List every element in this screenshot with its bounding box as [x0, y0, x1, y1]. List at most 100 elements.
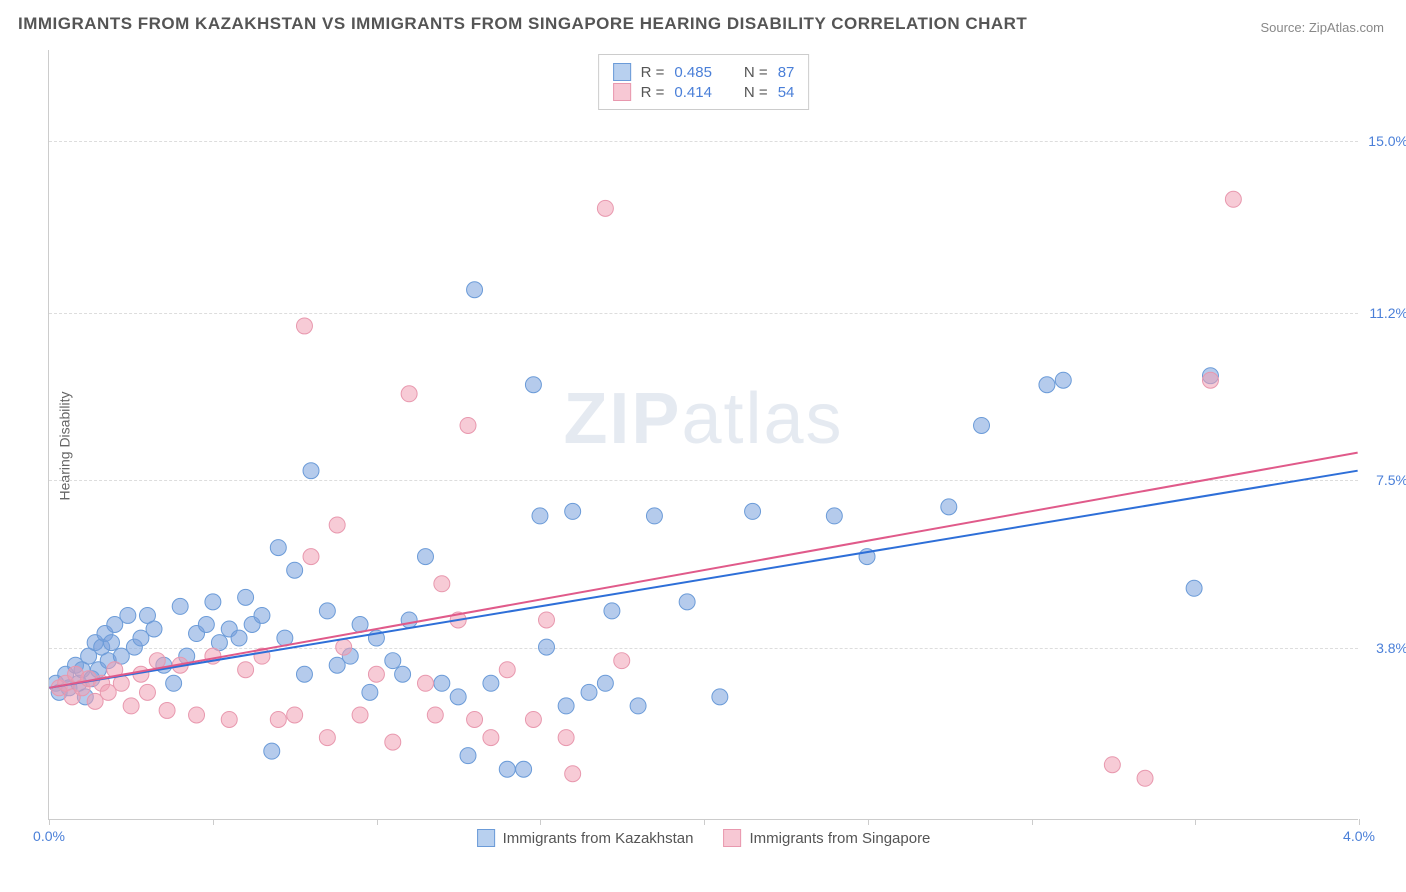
- legend-stats-row-1: R = 0.485 N = 87: [613, 63, 795, 81]
- scatter-point: [417, 675, 433, 691]
- scatter-point: [450, 689, 466, 705]
- legend-bottom-swatch-2: [724, 829, 742, 847]
- scatter-point: [395, 666, 411, 682]
- scatter-point: [1225, 191, 1241, 207]
- scatter-point: [166, 675, 182, 691]
- scatter-point: [189, 707, 205, 723]
- scatter-point: [483, 675, 499, 691]
- scatter-point: [516, 761, 532, 777]
- xtick: [868, 819, 869, 825]
- trend-line: [49, 453, 1357, 688]
- scatter-point: [159, 702, 175, 718]
- scatter-point: [525, 377, 541, 393]
- legend-stats-row-2: R = 0.414 N = 54: [613, 83, 795, 101]
- r-value-1: 0.485: [674, 64, 712, 81]
- scatter-point: [745, 503, 761, 519]
- scatter-point: [941, 499, 957, 515]
- legend-swatch-2: [613, 83, 631, 101]
- scatter-point: [630, 698, 646, 714]
- scatter-point: [319, 603, 335, 619]
- scatter-point: [565, 766, 581, 782]
- scatter-point: [287, 707, 303, 723]
- scatter-point: [558, 730, 574, 746]
- plot-area: ZIPatlas R = 0.485 N = 87 R = 0.414 N = …: [48, 50, 1358, 820]
- scatter-point: [467, 711, 483, 727]
- xtick: [1359, 819, 1360, 825]
- scatter-point: [238, 662, 254, 678]
- scatter-point: [1055, 372, 1071, 388]
- ytick-label: 11.2%: [1358, 305, 1406, 321]
- scatter-point: [1039, 377, 1055, 393]
- trend-line: [49, 471, 1357, 688]
- scatter-point: [558, 698, 574, 714]
- scatter-point: [149, 653, 165, 669]
- scatter-point: [254, 607, 270, 623]
- r-label-2: R =: [641, 84, 665, 101]
- legend-swatch-1: [613, 63, 631, 81]
- scatter-point: [712, 689, 728, 705]
- chart-title: IMMIGRANTS FROM KAZAKHSTAN VS IMMIGRANTS…: [18, 14, 1027, 34]
- xtick: [377, 819, 378, 825]
- ytick-label: 3.8%: [1358, 640, 1406, 656]
- scatter-point: [123, 698, 139, 714]
- xtick: [49, 819, 50, 825]
- xtick-label-right: 4.0%: [1343, 828, 1375, 844]
- scatter-point: [198, 616, 214, 632]
- scatter-point: [597, 200, 613, 216]
- xtick: [1195, 819, 1196, 825]
- legend-item-2: Immigrants from Singapore: [724, 829, 931, 847]
- plot-svg: [49, 50, 1358, 819]
- scatter-point: [385, 734, 401, 750]
- r-value-2: 0.414: [674, 84, 712, 101]
- legend-label-2: Immigrants from Singapore: [750, 830, 931, 847]
- scatter-point: [303, 549, 319, 565]
- scatter-point: [329, 517, 345, 533]
- xtick: [1032, 819, 1033, 825]
- chart-container: IMMIGRANTS FROM KAZAKHSTAN VS IMMIGRANTS…: [0, 0, 1406, 892]
- scatter-point: [146, 621, 162, 637]
- r-label-1: R =: [641, 64, 665, 81]
- scatter-point: [565, 503, 581, 519]
- scatter-point: [525, 711, 541, 727]
- scatter-point: [1137, 770, 1153, 786]
- scatter-point: [264, 743, 280, 759]
- scatter-point: [120, 607, 136, 623]
- xtick: [213, 819, 214, 825]
- scatter-point: [385, 653, 401, 669]
- xtick: [540, 819, 541, 825]
- source-label: Source: ZipAtlas.com: [1260, 20, 1384, 35]
- scatter-point: [499, 662, 515, 678]
- scatter-point: [303, 463, 319, 479]
- scatter-point: [539, 639, 555, 655]
- scatter-point: [604, 603, 620, 619]
- scatter-point: [238, 589, 254, 605]
- scatter-point: [1104, 757, 1120, 773]
- scatter-point: [172, 598, 188, 614]
- legend-label-1: Immigrants from Kazakhstan: [503, 830, 694, 847]
- scatter-point: [401, 612, 417, 628]
- scatter-point: [319, 730, 335, 746]
- scatter-point: [460, 417, 476, 433]
- legend-item-1: Immigrants from Kazakhstan: [477, 829, 694, 847]
- scatter-point: [597, 675, 613, 691]
- n-label-1: N =: [744, 64, 768, 81]
- scatter-point: [434, 576, 450, 592]
- scatter-point: [296, 318, 312, 334]
- scatter-point: [460, 748, 476, 764]
- scatter-point: [139, 684, 155, 700]
- n-value-2: 54: [778, 84, 795, 101]
- scatter-point: [287, 562, 303, 578]
- n-label-2: N =: [744, 84, 768, 101]
- scatter-point: [368, 666, 384, 682]
- scatter-point: [352, 707, 368, 723]
- ytick-label: 15.0%: [1358, 133, 1406, 149]
- scatter-point: [483, 730, 499, 746]
- legend-bottom: Immigrants from Kazakhstan Immigrants fr…: [477, 829, 931, 847]
- scatter-point: [1186, 580, 1202, 596]
- scatter-point: [581, 684, 597, 700]
- scatter-point: [679, 594, 695, 610]
- scatter-point: [532, 508, 548, 524]
- legend-stats-box: R = 0.485 N = 87 R = 0.414 N = 54: [598, 54, 810, 110]
- scatter-point: [296, 666, 312, 682]
- scatter-point: [221, 711, 237, 727]
